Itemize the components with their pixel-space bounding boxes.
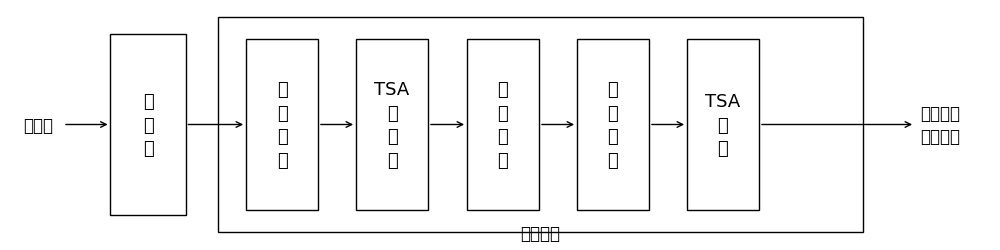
Bar	[356, 40, 428, 210]
Bar	[110, 35, 186, 215]
Bar	[218, 18, 863, 233]
Text: 预
处
理: 预 处 理	[143, 92, 153, 158]
Text: 精制除杂: 精制除杂	[520, 224, 560, 242]
Bar	[577, 40, 649, 210]
Text: 化
学
吸
附: 化 学 吸 附	[498, 81, 508, 169]
Text: 分
子
筛
膜: 分 子 筛 膜	[277, 81, 287, 169]
Text: 原料气: 原料气	[23, 116, 53, 134]
Text: 催
化
脱
氧: 催 化 脱 氧	[608, 81, 618, 169]
Text: TSA
脱
水: TSA 脱 水	[705, 92, 741, 158]
Bar	[467, 40, 539, 210]
Text: TSA
精
脱
氨: TSA 精 脱 氨	[374, 81, 410, 169]
Bar	[246, 40, 318, 210]
Text: 进入低温
变压吸附: 进入低温 变压吸附	[920, 105, 960, 145]
Bar	[687, 40, 759, 210]
